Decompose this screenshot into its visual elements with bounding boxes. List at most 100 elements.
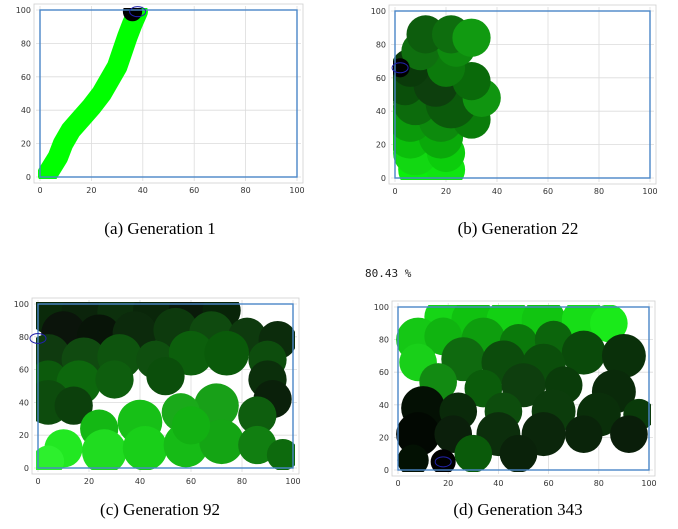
y-tick-label: 0: [381, 174, 386, 183]
x-tick-label: 60: [543, 187, 553, 196]
coverage-blob: [393, 58, 410, 78]
coverage-blob: [454, 434, 493, 472]
chart-a-svg: 0 20 40 60 80 100 0 20 40 60 80 100: [16, 3, 305, 195]
arena-border: [37, 303, 294, 469]
x-tick-label: 20: [86, 186, 96, 195]
y-tick-label: 100: [16, 6, 31, 15]
robot-marker: [29, 332, 47, 344]
coverage-blob: [81, 429, 127, 470]
x-tick-label: 20: [443, 479, 453, 488]
coverage-area: [38, 8, 148, 179]
y-tick-label: 100: [371, 7, 386, 16]
axes-frame: [31, 297, 300, 475]
coverage-blob: [238, 396, 277, 435]
robot-marker: [391, 62, 409, 74]
coverage-blob: [199, 419, 244, 465]
y-tick-label: 0: [384, 466, 389, 475]
robot-marker: [434, 456, 452, 468]
y-tick-label: 80: [376, 40, 386, 49]
caption-d: (d) Generation 343: [453, 500, 583, 519]
x-tick-label: 100: [641, 479, 656, 488]
coverage-area: [36, 302, 295, 470]
y-tick-label: 20: [376, 141, 386, 150]
panel-b: 0 20 40 60 80 100 0 20 40 60 80 100: [345, 0, 678, 200]
y-tick-label: 20: [21, 140, 31, 149]
arena-border: [39, 9, 298, 178]
x-tick-label: 0: [35, 477, 40, 486]
chart-c-svg: 0 20 40 60 80 100 0 20 40 60 80 100: [14, 297, 301, 486]
x-tick-label: 80: [241, 186, 251, 195]
y-tick-label: 40: [19, 398, 29, 407]
x-tick-label: 100: [642, 187, 657, 196]
y-tick-label: 100: [14, 300, 29, 309]
panel-a: 0 20 40 60 80 100 0 20 40 60 80 100: [0, 0, 330, 200]
grid-lines: [36, 6, 301, 181]
x-tick-label: 100: [285, 477, 300, 486]
coverage-blob: [452, 18, 491, 57]
axes-frame: [388, 4, 657, 185]
coverage-trail: [38, 8, 148, 179]
y-tick-label: 20: [379, 433, 389, 442]
x-tick-label: 40: [138, 186, 148, 195]
y-tick-label: 80: [21, 39, 31, 48]
axes-frame: [33, 3, 304, 184]
x-tick-label: 60: [544, 479, 554, 488]
y-tick-label: 40: [376, 107, 386, 116]
y-tick-label: 80: [379, 336, 389, 345]
coverage-blob: [564, 415, 603, 453]
coverage-blob: [204, 330, 250, 376]
arena-border: [394, 10, 651, 179]
caption-b: (b) Generation 22: [457, 219, 579, 238]
coverage-blob: [171, 406, 211, 445]
coverage-blob: [122, 426, 168, 470]
arena-border: [397, 306, 650, 471]
x-tick-label: 0: [37, 186, 42, 195]
y-tick-label: 40: [21, 106, 31, 115]
caption-c: (c) Generation 92: [100, 500, 220, 519]
robot-marker: [129, 6, 147, 18]
coverage-blob: [610, 415, 648, 453]
y-tick-label: 60: [379, 368, 389, 377]
coverage-blob: [561, 330, 606, 375]
x-tick-label: 40: [492, 187, 502, 196]
y-tick-label: 0: [24, 464, 29, 473]
coverage-blob: [266, 438, 295, 470]
coverage-blob: [499, 434, 538, 472]
coverage-blob: [36, 445, 65, 470]
coverage-area: [393, 15, 501, 180]
coverage-percentage: 80.43 %: [365, 267, 412, 280]
x-tick-label: 80: [594, 479, 604, 488]
y-tick-label: 80: [19, 333, 29, 342]
y-tick-label: 60: [21, 73, 31, 82]
chart-d-svg: 0 20 40 60 80 100 0 20 40 60 80 100: [374, 300, 657, 488]
x-tick-label: 80: [594, 187, 604, 196]
caption-a: (a) Generation 1: [104, 219, 216, 238]
coverage-blob: [590, 305, 628, 343]
x-tick-label: 80: [237, 477, 247, 486]
coverage-blob: [146, 357, 185, 396]
coverage-blob: [601, 333, 646, 378]
x-tick-label: 40: [493, 479, 503, 488]
x-tick-label: 60: [186, 477, 196, 486]
y-tick-label: 100: [374, 303, 389, 312]
axes-frame: [391, 300, 656, 477]
coverage-blob: [122, 8, 143, 22]
y-tick-label: 40: [379, 401, 389, 410]
x-tick-label: 0: [392, 187, 397, 196]
x-tick-label: 40: [135, 477, 145, 486]
y-tick-label: 60: [19, 366, 29, 375]
x-tick-label: 60: [189, 186, 199, 195]
panel-c: 0 20 40 60 80 100 0 20 40 60 80 100: [0, 288, 330, 486]
coverage-blob: [238, 425, 277, 465]
y-tick-label: 0: [26, 173, 31, 182]
coverage-area: [396, 305, 651, 472]
chart-b-svg: 0 20 40 60 80 100 0 20 40 60 80 100: [371, 4, 658, 196]
x-tick-label: 100: [289, 186, 304, 195]
coverage-blob: [95, 360, 134, 399]
y-tick-label: 60: [376, 74, 386, 83]
x-tick-label: 20: [84, 477, 94, 486]
x-tick-label: 0: [395, 479, 400, 488]
coverage-blob: [396, 412, 441, 457]
coverage-blob: [397, 444, 429, 472]
y-tick-label: 20: [19, 431, 29, 440]
